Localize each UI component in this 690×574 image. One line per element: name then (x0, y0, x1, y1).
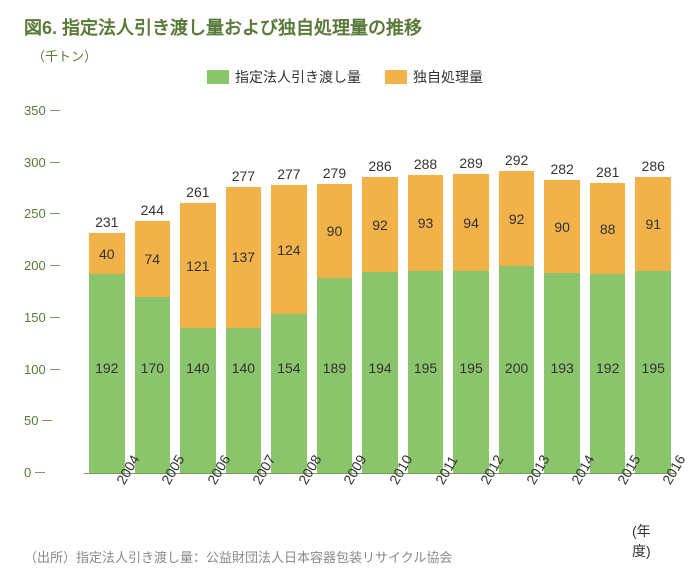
plot-area: 0 50 100 150 200 250 300 350 40 192 231 74 170 244 12… (24, 91, 666, 543)
legend-label-series2: 独自処理量 (413, 67, 483, 87)
bar-label-total: 277 (226, 169, 262, 183)
bar-label-series1: 189 (317, 361, 353, 375)
bar-group: 90 189 279 (317, 111, 353, 473)
bar-label-total: 282 (544, 162, 580, 176)
bar-label-total: 279 (317, 166, 353, 180)
bar-label-total: 288 (408, 157, 444, 171)
bar-group: 121 140 261 (180, 111, 216, 473)
legend-swatch-series2 (385, 70, 407, 84)
bar-label-series1: 195 (453, 361, 489, 375)
bar-group: 88 192 281 (590, 111, 626, 473)
bar-label-total: 261 (180, 185, 216, 199)
bar-seg-series1 (135, 297, 171, 473)
y-tick: 100 (24, 363, 84, 376)
bar-label-total: 286 (362, 159, 398, 173)
figure-title: 図6. 指定法人引き渡し量および独自処理量の推移 (24, 14, 666, 40)
bar-seg-series1 (180, 328, 216, 473)
bar-label-series1: 140 (226, 361, 262, 375)
bar-group: 94 195 289 (453, 111, 489, 473)
bar-label-series2: 94 (453, 216, 489, 230)
legend-swatch-series1 (207, 70, 229, 84)
bar-label-series1: 193 (544, 361, 580, 375)
bar-label-total: 286 (635, 159, 671, 173)
bar-group: 40 192 231 (89, 111, 125, 473)
bar-label-series2: 92 (499, 212, 535, 226)
bar-group: 124 154 277 (271, 111, 307, 473)
bar-group: 90 193 282 (544, 111, 580, 473)
y-tick: 150 (24, 311, 84, 324)
y-tick: 300 (24, 156, 84, 169)
y-tick: 0 (24, 466, 84, 479)
legend: 指定法人引き渡し量 独自処理量 (24, 67, 666, 87)
bar-seg-series1 (226, 328, 262, 473)
bar-group: 92 194 286 (362, 111, 398, 473)
bar-group: 93 195 288 (408, 111, 444, 473)
bar-label-series2: 93 (408, 216, 444, 230)
bar-label-series2: 40 (89, 247, 125, 261)
bar-label-series1: 192 (590, 361, 626, 375)
bar-label-series2: 74 (135, 252, 171, 266)
y-tick: 250 (24, 207, 84, 220)
bar-label-series2: 90 (544, 220, 580, 234)
bar-label-series1: 200 (499, 361, 535, 375)
bar-seg-series1 (271, 314, 307, 473)
bar-label-series1: 154 (271, 361, 307, 375)
y-axis: 050100150200250300350 (24, 111, 84, 473)
bar-label-series2: 88 (590, 222, 626, 236)
bar-label-series2: 92 (362, 218, 398, 232)
bar-label-series2: 90 (317, 224, 353, 238)
y-tick: 200 (24, 259, 84, 272)
plot: 40 192 231 74 170 244 121 140 261 137 140 277 124 154… (84, 111, 676, 474)
bar-group: 91 195 286 (635, 111, 671, 473)
bar-label-total: 231 (89, 215, 125, 229)
legend-label-series1: 指定法人引き渡し量 (235, 67, 361, 87)
legend-item-series2: 独自処理量 (385, 67, 483, 87)
bar-label-series2: 137 (226, 250, 262, 264)
y-tick: 350 (24, 104, 84, 117)
y-axis-label: （千トン） (32, 46, 666, 65)
bar-label-series2: 124 (271, 243, 307, 257)
bar-label-series1: 140 (180, 361, 216, 375)
bar-label-series1: 192 (89, 361, 125, 375)
y-tick: 50 (24, 414, 84, 427)
bar-label-series1: 195 (408, 361, 444, 375)
bar-label-total: 292 (499, 153, 535, 167)
bar-label-total: 244 (135, 203, 171, 217)
bar-group: 74 170 244 (135, 111, 171, 473)
legend-item-series1: 指定法人引き渡し量 (207, 67, 361, 87)
bar-group: 92 200 292 (499, 111, 535, 473)
x-axis: 2004200520062007200820092010201120122013… (84, 479, 676, 529)
bar-label-series2: 91 (635, 217, 671, 231)
bar-label-total: 289 (453, 156, 489, 170)
bar-label-series1: 170 (135, 361, 171, 375)
bar-label-series1: 194 (362, 361, 398, 375)
bar-group: 137 140 277 (226, 111, 262, 473)
bar-label-series2: 121 (180, 259, 216, 273)
x-axis-label: (年度) (632, 521, 666, 561)
source-text: （出所）指定法人引き渡し量：公益財団法人日本容器包装リサイクル協会 (24, 547, 452, 566)
bar-label-total: 281 (590, 165, 626, 179)
bar-label-total: 277 (271, 167, 307, 181)
bar-label-series1: 195 (635, 361, 671, 375)
